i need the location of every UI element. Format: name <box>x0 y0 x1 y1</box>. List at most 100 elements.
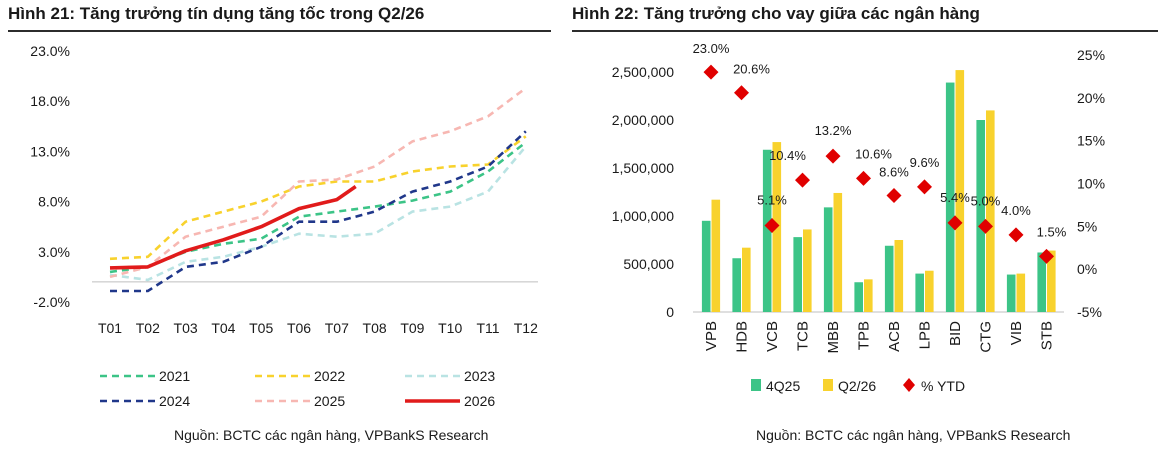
x-tick-label: T01 <box>98 320 122 336</box>
bar-Q2/26-TCB <box>803 229 812 312</box>
y-tick-label: -2.0% <box>33 294 70 310</box>
x-tick-label: ACB <box>886 321 903 352</box>
x-tick-label: STB <box>1039 321 1056 350</box>
y-tick-label: 18.0% <box>30 93 70 109</box>
ytd-data-label: 23.0% <box>693 41 730 56</box>
ytd-data-label: 5.4% <box>940 190 970 205</box>
bar-4Q25-MBB <box>823 207 833 312</box>
legend-label: 2026 <box>464 393 495 409</box>
bar-Q2/26-LPB <box>925 270 934 312</box>
legend-label: 2021 <box>159 368 190 384</box>
left-chart-title: Hình 21: Tăng trưởng tín dụng tăng tốc t… <box>8 4 425 23</box>
y2-tick-label: 10% <box>1077 176 1105 192</box>
x-tick-label: T12 <box>514 320 538 336</box>
y2-tick-label: 0% <box>1077 261 1097 277</box>
y-tick-label: 1,500,000 <box>612 160 674 176</box>
bar-Q2/26-TPB <box>864 279 873 312</box>
y2-tick-label: -5% <box>1077 304 1102 320</box>
series-line-2023 <box>109 145 527 282</box>
ytd-data-label: 5.1% <box>757 192 787 207</box>
right-chart-title: Hình 22: Tăng trưởng cho vay giữa các ng… <box>572 4 980 23</box>
legend-swatch-4Q25 <box>751 379 761 391</box>
x-tick-label: TCB <box>795 321 812 351</box>
x-tick-label: T10 <box>438 320 462 336</box>
x-tick-label: TPB <box>856 321 873 350</box>
x-tick-label: BID <box>947 321 964 346</box>
x-tick-label: CTG <box>978 321 995 353</box>
left-title-rule <box>8 30 551 32</box>
series-line-2025 <box>109 87 527 279</box>
series-line-2026 <box>109 185 357 270</box>
ytd-data-label: 5.0% <box>971 193 1001 208</box>
y-tick-label: 8.0% <box>38 194 70 210</box>
legend-label: 4Q25 <box>766 378 800 394</box>
series-line-2022 <box>109 135 527 261</box>
legend-label: 2023 <box>464 368 495 384</box>
ytd-marker-VIB <box>1008 227 1024 243</box>
right-chart-source: Nguồn: BCTC các ngân hàng, VPBankS Resea… <box>756 427 1071 443</box>
bar-Q2/26-MBB <box>833 192 843 312</box>
y2-tick-label: 20% <box>1077 90 1105 106</box>
y-tick-label: 3.0% <box>38 244 70 260</box>
bar-4Q25-VIB <box>1006 274 1016 312</box>
bar-4Q25-LPB <box>915 273 924 312</box>
right-title-rule <box>572 30 1158 32</box>
x-tick-label: T04 <box>211 320 235 336</box>
x-tick-label: T07 <box>325 320 349 336</box>
bar-Q2/26-BID <box>955 70 965 312</box>
bank-loan-growth-bar-chart: 0 500,000 1,000,000 1,500,000 2,000,000 2,500… <box>612 41 1105 394</box>
y-tick-label: 0 <box>666 304 674 320</box>
ytd-data-label: 1.5% <box>1037 224 1067 239</box>
legend-label: % YTD <box>921 378 965 394</box>
ytd-marker-STB <box>1039 248 1054 264</box>
bar-4Q25-BID <box>945 82 955 312</box>
legend-label: 2025 <box>314 393 345 409</box>
x-tick-label: T03 <box>174 320 198 336</box>
ytd-marker-BID <box>947 215 963 231</box>
legend-swatch-Q2-26 <box>823 379 833 391</box>
ytd-marker-TCB <box>795 172 810 188</box>
x-tick-label: MBB <box>825 321 842 354</box>
x-tick-label: VPB <box>703 321 720 351</box>
x-tick-label: HDB <box>734 321 751 353</box>
ytd-marker-MBB <box>825 148 841 164</box>
bar-4Q25-HDB <box>732 258 741 312</box>
credit-growth-line-chart: -2.0% 3.0% 8.0% 13.0% 18.0% 23.0% T01 T02 T03 T04… <box>30 43 538 409</box>
x-tick-label: T11 <box>476 320 499 336</box>
x-tick-label: T02 <box>136 320 160 336</box>
y2-tick-label: 5% <box>1077 218 1097 234</box>
x-tick-label: T06 <box>287 320 311 336</box>
bar-Q2/26-CTG <box>986 110 995 313</box>
ytd-data-label: 8.6% <box>879 164 909 179</box>
ytd-data-label: 9.6% <box>910 155 940 170</box>
y-tick-label: 13.0% <box>30 143 70 159</box>
x-tick-label: VCB <box>764 321 781 352</box>
ytd-data-label: 10.4% <box>769 148 806 163</box>
bar-4Q25-CTG <box>976 120 985 312</box>
y-tick-label: 1,000,000 <box>612 208 674 224</box>
bar-4Q25-TPB <box>854 282 863 312</box>
ytd-marker-VPB <box>703 64 719 80</box>
x-tick-label: T09 <box>400 320 424 336</box>
left-chart-source: Nguồn: BCTC các ngân hàng, VPBankS Resea… <box>174 427 489 443</box>
legend-label: 2022 <box>314 368 345 384</box>
bar-4Q25-TCB <box>793 237 802 312</box>
bar-Q2/26-ACB <box>894 240 904 312</box>
ytd-marker-LPB <box>917 179 932 195</box>
bar-4Q25-VCB <box>762 149 772 312</box>
legend-label: Q2/26 <box>838 378 876 394</box>
bar-4Q25-ACB <box>884 245 894 312</box>
ytd-marker-VCB <box>764 217 780 233</box>
ytd-data-label: 20.6% <box>733 62 770 77</box>
x-tick-label: LPB <box>917 321 934 349</box>
y-tick-label: 2,000,000 <box>612 112 674 128</box>
y-tick-label: 500,000 <box>623 256 674 272</box>
y-tick-label: 2,500,000 <box>612 64 674 80</box>
legend-swatch-ytd <box>903 378 915 392</box>
ytd-marker-HDB <box>734 85 749 101</box>
bar-Q2/26-STB <box>1047 250 1056 312</box>
y2-tick-label: 25% <box>1077 47 1105 63</box>
ytd-marker-TPB <box>856 170 871 186</box>
ytd-data-label: 4.0% <box>1001 203 1031 218</box>
bar-Q2/26-HDB <box>742 247 751 312</box>
